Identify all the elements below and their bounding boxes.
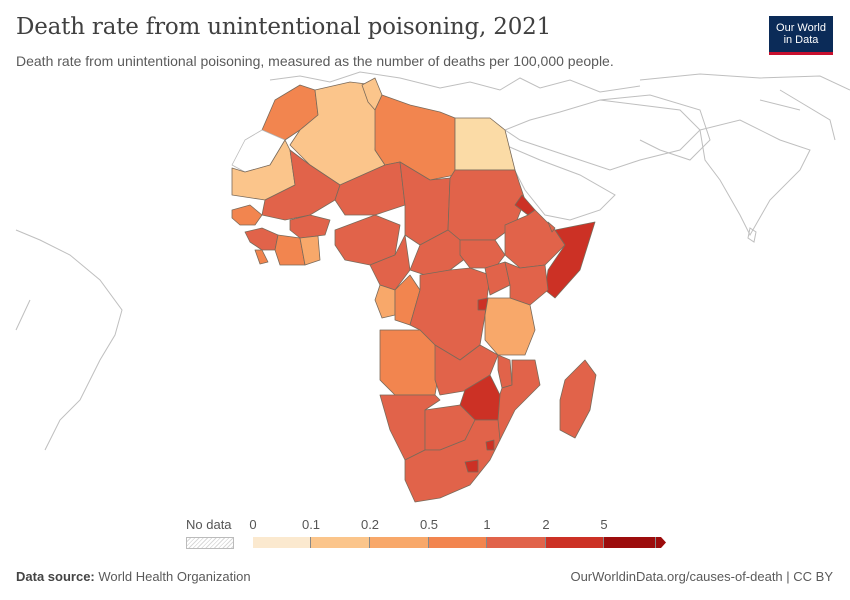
chart-title: Death rate from unintentional poisoning,…	[16, 14, 552, 40]
credit-link[interactable]: OurWorldinData.org/causes-of-death | CC …	[570, 569, 833, 584]
country-madagascar	[559, 359, 597, 439]
legend-tick-5: 5	[600, 517, 608, 532]
legend-swatch-4[interactable]	[429, 537, 487, 548]
logo-line-2: in Data	[783, 34, 819, 46]
world-outlines	[15, 71, 850, 451]
country-tanzania	[484, 297, 536, 356]
chart-subtitle: Death rate from unintentional poisoning,…	[16, 53, 614, 69]
country-egypt	[454, 117, 516, 171]
legend-tick-0-1: 0.1	[301, 517, 321, 532]
legend-tick-1: 1	[483, 517, 491, 532]
country-djibouti	[547, 221, 556, 233]
country-burkina-faso	[289, 214, 331, 239]
country-somalia	[544, 221, 596, 299]
legend-swatch-5[interactable]	[487, 537, 546, 548]
iran-outline	[599, 94, 711, 161]
country-south-africa	[404, 419, 501, 503]
legend-tick-0: 0	[249, 517, 257, 532]
country-gabon	[374, 284, 396, 319]
africa-map	[15, 71, 850, 503]
logo-line-1: Our World	[776, 22, 826, 34]
country-senegal	[231, 204, 263, 226]
country-guinea	[244, 227, 279, 251]
country-kenya	[504, 261, 549, 306]
africa-countries	[231, 77, 597, 503]
legend-swatch-6[interactable]	[546, 537, 604, 548]
legend-no-data-swatch	[186, 537, 234, 549]
country-sierra-leone	[254, 249, 269, 265]
country-malawi	[497, 354, 513, 389]
middle-east-outline	[503, 99, 701, 171]
country-lesotho	[464, 459, 479, 473]
arabia-outline	[504, 144, 616, 221]
data-source-label: Data source:	[16, 569, 95, 584]
owid-logo[interactable]: Our World in Data	[769, 16, 833, 55]
india-outline	[699, 119, 811, 237]
legend-swatch-1[interactable]	[253, 537, 311, 548]
legend-tick-2: 2	[542, 517, 550, 532]
legend-arrow-icon	[656, 537, 666, 548]
legend-tick-0-5: 0.5	[419, 517, 439, 532]
country-ghana	[299, 235, 321, 266]
country-niger	[334, 161, 406, 216]
legend-no-data-label: No data	[186, 517, 232, 532]
data-source: Data source: World Health Organization	[16, 569, 251, 584]
data-source-value[interactable]: World Health Organization	[98, 569, 251, 584]
sri-lanka-outline	[747, 227, 757, 243]
legend-swatch-7[interactable]	[604, 537, 656, 548]
europe-outline	[269, 71, 641, 93]
legend-swatch-2[interactable]	[311, 537, 370, 548]
central-asia-outline	[639, 73, 850, 141]
legend-swatch-3[interactable]	[370, 537, 429, 548]
south-america-outline	[15, 229, 123, 451]
legend-swatches	[253, 537, 666, 548]
country-eswatini	[485, 439, 495, 451]
legend-tick-0-2: 0.2	[360, 517, 380, 532]
